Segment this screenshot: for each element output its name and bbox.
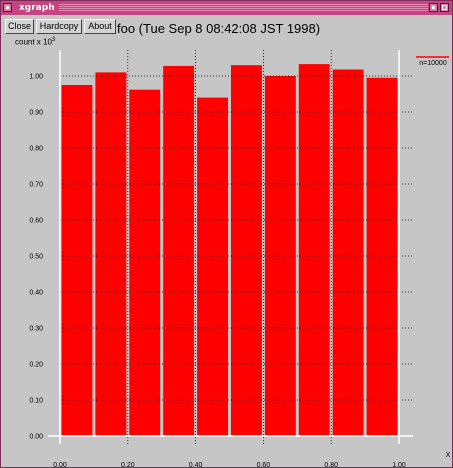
y-tick-label: 1.00 (29, 74, 43, 81)
histogram-bar (332, 69, 364, 437)
about-button[interactable]: About (84, 19, 116, 34)
x-tick-label: 0.60 (257, 462, 271, 467)
title-bar[interactable]: xgraph (1, 1, 452, 15)
y-axis-label-exponent: 3 (51, 37, 56, 43)
y-tick-label: 0.60 (29, 218, 43, 225)
histogram-bar (231, 65, 262, 436)
minimize-icon[interactable] (429, 3, 438, 12)
bars-group (61, 64, 398, 437)
legend-group: n=10000 (416, 56, 449, 67)
x-axis-label: X (446, 452, 451, 459)
histogram-bar (366, 77, 398, 437)
y-axis-label-text: count x 10 (15, 37, 52, 47)
y-tick-label: 0.00 (29, 434, 43, 441)
x-tick-label: 1.00 (392, 462, 406, 467)
y-tick-label: 0.30 (29, 326, 43, 333)
title-bar-stripes (59, 4, 428, 12)
x-tick-label: 0.20 (121, 462, 135, 467)
window-title: xgraph (19, 3, 55, 13)
close-button[interactable]: Close (5, 19, 34, 34)
y-tick-label: 0.80 (29, 146, 43, 153)
x-tick-label: 0.00 (53, 462, 67, 467)
histogram-bar (95, 72, 127, 437)
axes-group (48, 50, 413, 444)
histogram-bar (298, 64, 330, 436)
window-menu-icon[interactable] (3, 3, 12, 12)
histogram-bar (163, 65, 195, 437)
y-tick-label: 0.20 (29, 362, 43, 369)
y-tick-label: 0.50 (29, 254, 43, 261)
legend-entry: n=10000 (419, 60, 447, 67)
plot-title: foo (Tue Sep 8 08:42:08 JST 1998) (117, 21, 321, 36)
grid-group (60, 50, 413, 444)
x-tick-label: 0.80 (324, 462, 338, 467)
x-tick-label: 0.40 (189, 462, 203, 467)
histogram-bar (129, 89, 161, 437)
y-tick-label: 0.90 (29, 110, 43, 117)
y-tick-label: 0.10 (29, 398, 43, 405)
y-tick-label: 0.70 (29, 182, 43, 189)
histogram-bar (197, 97, 228, 436)
y-axis-label: count x 103 (15, 37, 55, 47)
maximize-icon[interactable] (440, 3, 449, 12)
hardcopy-button[interactable]: Hardcopy (36, 19, 82, 34)
histogram-bar (61, 85, 93, 436)
y-tick-label: 0.40 (29, 290, 43, 297)
tick-labels-group: 0.00 0.10 0.20 0.30 0.40 0.50 0.60 0.70 0.80 0.90… (29, 74, 450, 468)
